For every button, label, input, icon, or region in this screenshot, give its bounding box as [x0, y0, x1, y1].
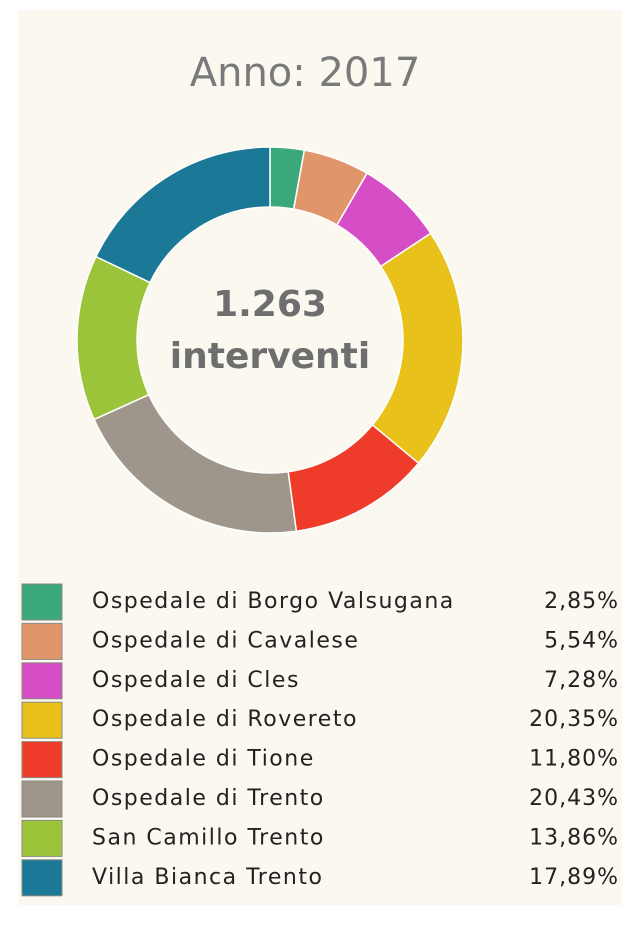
legend-value: 13,86%: [529, 825, 619, 850]
legend-value: 11,80%: [529, 747, 619, 772]
legend-value: 17,89%: [529, 865, 619, 890]
legend-label: Ospedale di Tione: [92, 747, 315, 772]
legend-swatch: [21, 662, 63, 700]
legend-value: 20,43%: [529, 786, 619, 811]
legend-swatch: [21, 741, 63, 779]
legend-swatch: [21, 780, 63, 818]
legend-label: San Camillo Trento: [92, 825, 325, 850]
legend-label: Ospedale di Cles: [92, 668, 300, 693]
chart-title: Anno: 2017: [190, 50, 421, 96]
legend-label: Ospedale di Trento: [92, 786, 325, 811]
legend-value: 5,54%: [544, 628, 619, 653]
center-value: 1.263: [213, 284, 327, 325]
legend-label: Villa Bianca Trento: [92, 865, 323, 890]
legend-swatch: [21, 859, 63, 897]
legend-label: Ospedale di Borgo Valsugana: [92, 589, 455, 614]
legend-value: 7,28%: [544, 668, 619, 693]
legend-swatch: [21, 701, 63, 739]
center-label: interventi: [170, 336, 370, 377]
legend-value: 20,35%: [529, 707, 619, 732]
legend-label: Ospedale di Rovereto: [92, 707, 358, 732]
legend-swatch: [21, 583, 63, 621]
donut-segment: [94, 146, 271, 284]
legend-swatch: [21, 622, 63, 660]
legend-value: 2,85%: [544, 589, 619, 614]
legend-label: Ospedale di Cavalese: [92, 628, 359, 653]
legend-swatch: [21, 819, 63, 857]
